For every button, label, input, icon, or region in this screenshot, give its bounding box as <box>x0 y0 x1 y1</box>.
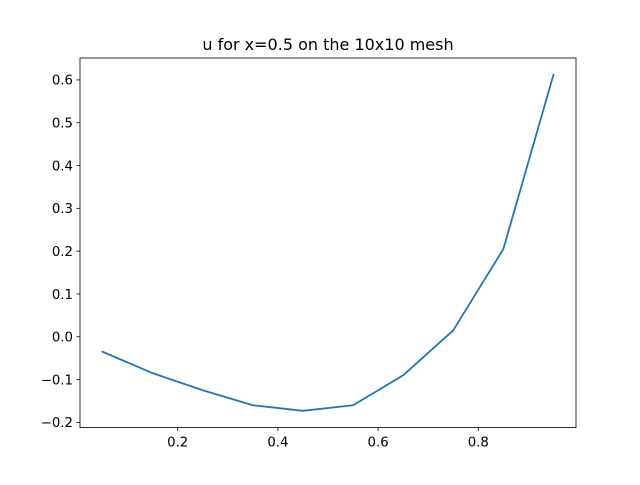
chart-title: u for x=0.5 on the 10x10 mesh <box>202 35 453 54</box>
x-tick-label: 0.2 <box>167 436 188 451</box>
y-tick-label: −0.2 <box>41 416 73 431</box>
y-tick-label: 0.4 <box>52 159 73 174</box>
y-axis-ticks: −0.2 −0.1 0.0 0.1 0.2 0.3 0.4 0.5 0.6 <box>41 74 80 431</box>
y-tick-label: 0.1 <box>52 288 73 303</box>
y-tick-label: 0.5 <box>52 117 73 132</box>
x-tick-label: 0.4 <box>267 436 288 451</box>
y-tick-label: −0.1 <box>41 373 73 388</box>
y-tick-label: 0.0 <box>52 331 73 346</box>
x-axis-ticks: 0.2 0.4 0.6 0.8 <box>167 427 489 451</box>
series-line <box>101 73 555 412</box>
x-tick-label: 0.6 <box>368 436 389 451</box>
x-tick-label: 0.8 <box>468 436 489 451</box>
y-tick-label: 0.3 <box>52 202 73 217</box>
axes-frame <box>79 57 577 429</box>
y-tick-label: 0.2 <box>52 245 73 260</box>
y-tick-label: 0.6 <box>52 74 73 89</box>
series-layer <box>101 73 555 412</box>
